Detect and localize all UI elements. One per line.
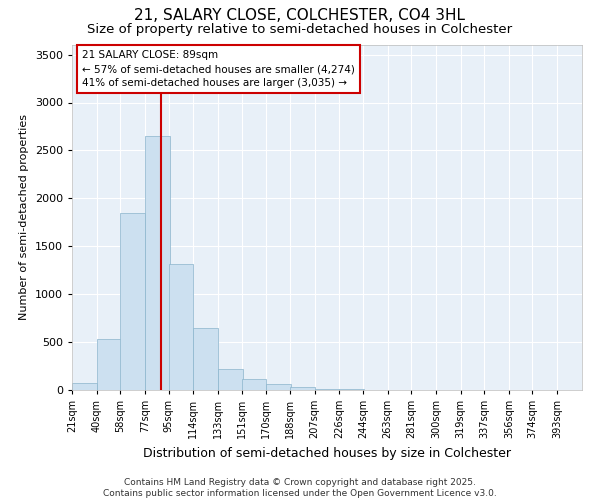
- Bar: [242, 380, 266, 390]
- Text: Size of property relative to semi-detached houses in Colchester: Size of property relative to semi-detach…: [88, 22, 512, 36]
- Bar: [340, 389, 364, 390]
- Y-axis label: Number of semi-detached properties: Number of semi-detached properties: [19, 114, 29, 320]
- Text: 21 SALARY CLOSE: 89sqm
← 57% of semi-detached houses are smaller (4,274)
41% of : 21 SALARY CLOSE: 89sqm ← 57% of semi-det…: [82, 50, 355, 88]
- Bar: [169, 264, 193, 390]
- Text: 21, SALARY CLOSE, COLCHESTER, CO4 3HL: 21, SALARY CLOSE, COLCHESTER, CO4 3HL: [134, 8, 466, 22]
- Bar: [97, 339, 122, 390]
- Bar: [290, 386, 314, 390]
- Bar: [120, 212, 145, 390]
- Bar: [218, 369, 243, 390]
- X-axis label: Distribution of semi-detached houses by size in Colchester: Distribution of semi-detached houses by …: [143, 446, 511, 460]
- Bar: [145, 136, 170, 390]
- Text: Contains HM Land Registry data © Crown copyright and database right 2025.
Contai: Contains HM Land Registry data © Crown c…: [103, 478, 497, 498]
- Bar: [314, 388, 340, 390]
- Bar: [266, 384, 291, 390]
- Bar: [72, 384, 97, 390]
- Bar: [193, 328, 218, 390]
